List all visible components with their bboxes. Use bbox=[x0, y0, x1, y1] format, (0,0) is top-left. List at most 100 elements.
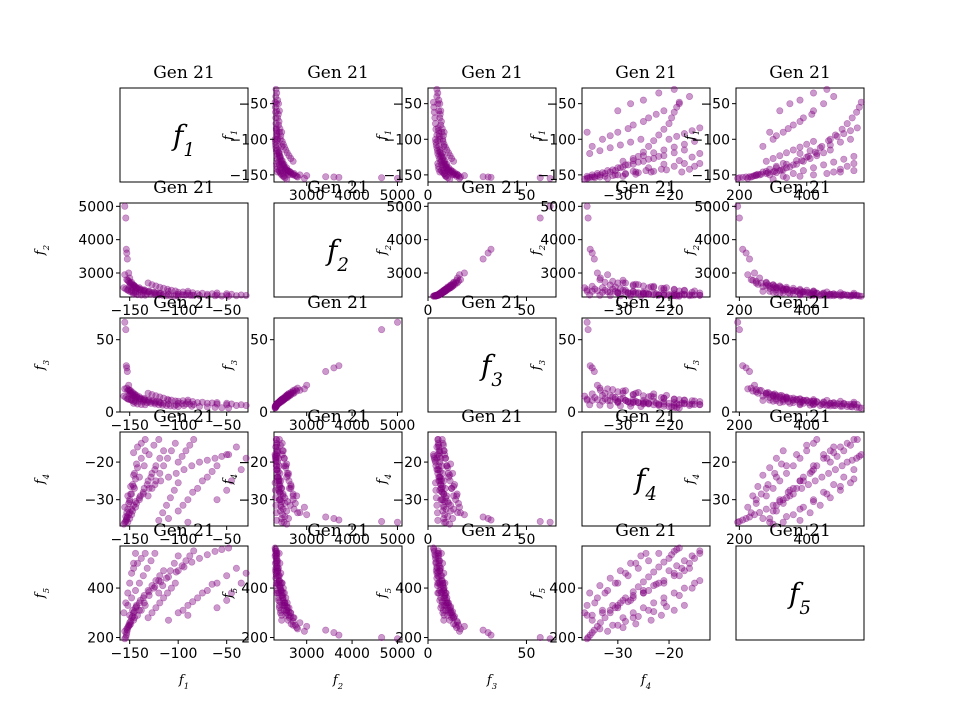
scatter-point-2-3-103 bbox=[629, 391, 637, 399]
x-tick-label: −50 bbox=[212, 303, 242, 319]
scatter-point-0-3-9 bbox=[611, 167, 619, 175]
scatter-point-0-2-27 bbox=[443, 160, 451, 168]
scatter-point-4-3-106 bbox=[660, 594, 668, 602]
panel-frame-0-0 bbox=[119, 87, 249, 183]
scatter-point-4-3-79 bbox=[609, 621, 617, 629]
diagonal-label-f5: f5 bbox=[787, 577, 811, 619]
scatter-point-0-1-25 bbox=[285, 167, 293, 175]
scatter-point-3-2-91 bbox=[444, 513, 452, 521]
scatter-point-0-4-87 bbox=[809, 89, 817, 97]
scatter-point-4-1-31 bbox=[300, 627, 308, 635]
scatter-point-4-3-17 bbox=[655, 563, 663, 571]
scatter-point-0-2-4 bbox=[479, 173, 487, 181]
scatter-point-0-2-76 bbox=[432, 138, 440, 146]
scatter-point-4-0-84 bbox=[213, 604, 221, 612]
scatter-point-0-3-84 bbox=[614, 107, 622, 115]
scatter-point-3-0-96 bbox=[132, 475, 140, 483]
scatter-point-0-2-85 bbox=[436, 100, 444, 108]
scatter-point-3-0-73 bbox=[159, 509, 167, 517]
scatter-point-1-3-106 bbox=[660, 284, 668, 292]
scatter-point-0-3-56 bbox=[598, 135, 606, 143]
scatter-point-3-0-57 bbox=[184, 496, 192, 504]
x-tick-label: 4000 bbox=[334, 646, 370, 662]
scatter-point-3-0-27 bbox=[140, 462, 148, 470]
scatter-point-0-2-13 bbox=[437, 152, 445, 160]
scatter-point-0-1-14 bbox=[275, 148, 283, 156]
scatter-point-0-3-105 bbox=[650, 149, 658, 157]
scatter-point-0-3-46 bbox=[670, 149, 678, 157]
scatter-point-0-2-89 bbox=[440, 128, 448, 136]
scatter-point-0-1-71 bbox=[274, 168, 282, 176]
scatter-point-1-4-5 bbox=[750, 269, 758, 277]
scatter-point-3-4-74 bbox=[816, 501, 824, 509]
scatter-point-0-1-40 bbox=[281, 166, 289, 174]
scatter-point-2-3-105 bbox=[650, 393, 658, 401]
scatter-point-3-1-87 bbox=[273, 466, 281, 474]
scatter-point-2-0-84 bbox=[213, 399, 221, 407]
scatter-point-0-1-1 bbox=[378, 174, 386, 182]
scatter-point-3-0-95 bbox=[130, 482, 138, 490]
scatter-point-1-4-98 bbox=[833, 291, 841, 299]
y-axis-label-f3: f3 bbox=[221, 360, 239, 371]
scatter-point-0-1-98 bbox=[273, 132, 281, 140]
scatter-point-3-4-53 bbox=[830, 481, 838, 489]
y-axis-label-f1: f1 bbox=[221, 130, 239, 141]
scatter-point-1-4-104 bbox=[776, 282, 784, 290]
scatter-point-0-1-55 bbox=[273, 152, 281, 160]
scatter-point-0-4-49 bbox=[789, 170, 797, 178]
scatter-point-2-3-90 bbox=[581, 392, 589, 400]
scatter-point-0-4-85 bbox=[786, 100, 794, 108]
scatter-point-0-4-74 bbox=[816, 144, 824, 152]
scatter-point-3-1-101 bbox=[272, 435, 280, 443]
scatter-point-0-4-101 bbox=[853, 124, 861, 132]
scatter-point-1-4-100 bbox=[846, 291, 854, 299]
scatter-point-2-4-0 bbox=[734, 318, 742, 326]
scatter-point-2-3-106 bbox=[660, 394, 668, 402]
y-tick-label: 200 bbox=[549, 631, 576, 647]
scatter-point-0-1-44 bbox=[276, 155, 284, 163]
scatter-point-3-0-19 bbox=[196, 458, 204, 466]
y-tick-label: −100 bbox=[230, 132, 268, 148]
scatter-point-0-3-42 bbox=[629, 160, 637, 168]
y-axis-label-f5: f5 bbox=[529, 588, 547, 599]
scatter-point-3-4-109 bbox=[809, 439, 817, 447]
scatter-point-4-0-22 bbox=[218, 545, 226, 553]
scatter-point-0-3-37 bbox=[680, 160, 688, 168]
scatter-point-0-2-58 bbox=[437, 121, 445, 129]
scatter-point-1-2-4 bbox=[479, 255, 487, 263]
scatter-point-2-4-1 bbox=[735, 326, 743, 334]
scatter-point-3-0-51 bbox=[135, 496, 143, 504]
scatter-point-0-3-70 bbox=[696, 160, 704, 168]
scatter-point-4-0-77 bbox=[174, 552, 182, 560]
scatter-point-0-1-108 bbox=[279, 140, 287, 148]
scatter-point-0-1-8 bbox=[286, 168, 294, 176]
x-tick-label: 50 bbox=[518, 188, 536, 204]
scatter-point-0-4-55 bbox=[850, 152, 858, 160]
scatter-point-0-1-86 bbox=[274, 96, 282, 104]
y-tick-label: 400 bbox=[241, 581, 268, 597]
scatter-point-4-3-82 bbox=[650, 608, 658, 616]
scatter-point-0-2-53 bbox=[437, 158, 445, 166]
scatter-point-0-2-52 bbox=[438, 161, 446, 169]
scatter-point-0-3-61 bbox=[675, 100, 683, 108]
scatter-point-3-2-92 bbox=[442, 505, 450, 513]
scatter-point-3-0-70 bbox=[141, 435, 149, 443]
scatter-point-1-2-109 bbox=[439, 287, 447, 295]
scatter-point-3-1-109 bbox=[278, 439, 286, 447]
scatter-point-0-1-65 bbox=[276, 125, 284, 133]
scatter-point-2-3-109 bbox=[691, 397, 699, 405]
scatter-point-0-4-62 bbox=[830, 93, 838, 101]
scatter-point-0-1-11 bbox=[279, 161, 287, 169]
scatter-point-4-3-107 bbox=[670, 589, 678, 597]
scatter-point-4-2-109 bbox=[439, 579, 447, 587]
scatter-point-0-1-76 bbox=[271, 138, 279, 146]
scatter-point-3-1-92 bbox=[279, 505, 287, 513]
scatter-point-0-2-28 bbox=[441, 157, 449, 165]
scatter-point-0-4-54 bbox=[840, 155, 848, 163]
scatter-point-1-4-105 bbox=[782, 283, 790, 291]
scatter-point-4-0-91 bbox=[122, 599, 130, 607]
scatter-point-2-1-3 bbox=[330, 364, 338, 372]
y-axis-label-f5: f5 bbox=[33, 588, 51, 599]
scatter-point-0-4-44 bbox=[806, 155, 814, 163]
scatter-point-4-2-85 bbox=[436, 596, 444, 604]
